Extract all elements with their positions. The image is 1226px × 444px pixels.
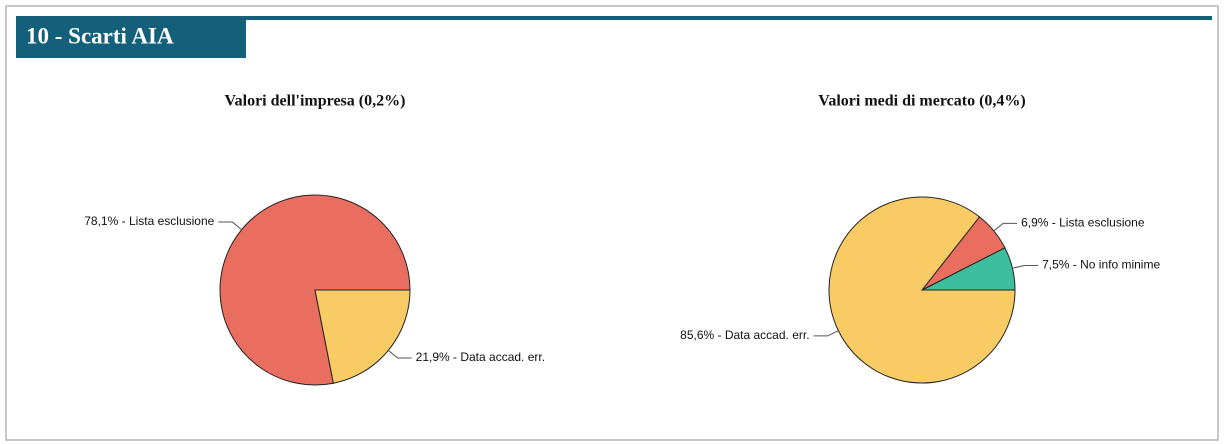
chart-title: Valori dell'impresa (0,2%) xyxy=(225,93,406,110)
leader-line xyxy=(388,349,412,359)
header-rule xyxy=(16,16,1212,20)
pie-slice xyxy=(314,289,411,384)
header-box xyxy=(16,16,246,58)
pie-slice xyxy=(828,196,1016,384)
data-label: 6,9% - Lista esclusione xyxy=(1021,215,1145,229)
leader-line xyxy=(993,222,1018,232)
data-label: 21,9% - Data accad. err. xyxy=(416,350,545,364)
leader-line xyxy=(218,221,242,231)
chart-title: Valori medi di mercato (0,4%) xyxy=(818,93,1026,110)
header-title: 10 - Scarti AIA xyxy=(26,23,174,48)
leader-line xyxy=(1012,264,1039,269)
data-label: 7,5% - No info minime xyxy=(1042,258,1160,272)
data-label: 78,1% - Lista esclusione xyxy=(84,214,214,228)
data-label: 85,6% - Data accad. err. xyxy=(680,328,809,342)
leader-line xyxy=(813,330,839,337)
